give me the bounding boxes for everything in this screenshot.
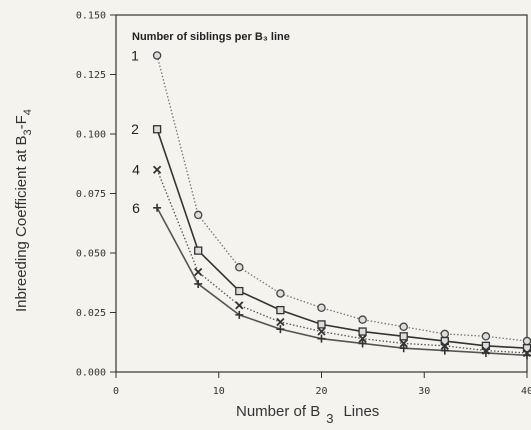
y-tick-label: 0.050 [76,249,106,260]
series-1-point [440,329,450,339]
series-2-point [399,332,408,341]
series-4-point [235,301,244,310]
series-2-label: 2 [131,121,139,137]
series-4-point [317,327,326,336]
x-tick-label: 40 [521,386,531,397]
series-4-point [194,267,203,277]
x-tick-label: 20 [315,386,327,397]
series-4-point [152,165,162,174]
series-1-point [522,336,531,346]
x-axis-title: Number of B 3 Lines [236,403,379,426]
y-axis-title-sub2: 4 [22,109,34,115]
x-tick-label: 30 [418,386,430,397]
series-6-point [481,348,490,357]
series-4-point [440,341,449,350]
series-4-point [399,339,408,348]
series-6-point [153,203,162,212]
series-4-label: 4 [132,162,140,178]
series-1-point [152,51,162,60]
axes: 0.000 0.025 0.050 0.075 0.100 0.125 0.150 0 10 20… [76,11,531,398]
series-2-point [317,320,326,329]
y-axis-title-mid: -F [13,115,30,129]
y-tick-label: 0.025 [76,308,106,319]
series-2-point [276,305,285,315]
y-axis-title-sub1: 3 [22,129,34,135]
legend-title: Number of siblings per B₃ line [132,31,290,43]
series-6-point [399,344,408,353]
x-axis-title-sub: 3 [326,411,333,426]
series-2-point [152,125,162,134]
y-axis-title: Inbreeding Coefficient at B3-F4 [13,109,34,312]
x-tick-label: 10 [213,386,225,397]
series-1-line [156,55,528,342]
y-axis-title-main: Inbreeding Coefficient at B [13,135,30,312]
series-4-point [276,317,285,327]
series-6-label: 6 [132,200,140,216]
series-6-point [523,351,531,360]
y-tick-label: 0.125 [76,70,106,81]
series-6-point [358,339,367,348]
x-tick-label: 0 [113,386,119,397]
series-1-point [276,289,285,298]
plot-series: 1 2 4 6 [131,47,531,360]
series-1-point [481,332,491,341]
y-tick-label: 0.000 [76,368,106,379]
series-4-line [156,169,528,354]
x-axis-title-tail: Lines [343,403,379,420]
series-1-point [193,210,203,220]
y-tick-label: 0.075 [76,189,106,200]
y-tick-label: 0.100 [76,130,106,141]
plot-frame [115,14,528,373]
series-2-point [235,286,244,296]
series-6-point [276,325,285,334]
series-6-point [194,279,203,288]
series-2-point [358,327,367,336]
x-axis-title-main: Number of B [236,403,320,420]
series-1-point [317,303,326,312]
series-6-point [440,346,449,355]
series-2-point [194,246,203,255]
series-1-label: 1 [131,47,139,63]
series-6-point [235,310,244,319]
series-1-point [235,263,244,272]
series-6-line [156,207,528,357]
series-2-line [156,128,528,349]
y-tick-label: 0.150 [76,11,106,22]
series-1-point [399,322,408,332]
series-4-point [358,334,367,343]
series-6-point [317,334,326,343]
series-1-point [358,315,367,324]
